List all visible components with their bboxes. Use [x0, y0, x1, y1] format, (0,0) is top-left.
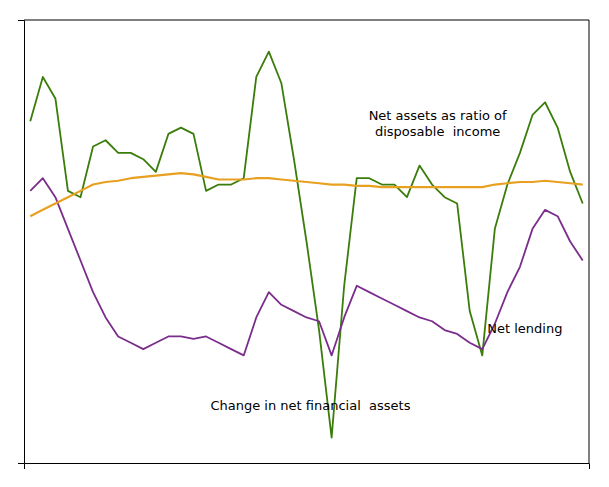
- frame-right: [589, 20, 590, 463]
- annotation-line: Net lending: [487, 321, 562, 336]
- series-line: [30, 173, 582, 216]
- annotation-line: disposable income: [375, 124, 500, 139]
- plot: Net assets as ratio ofdisposable incomeN…: [18, 20, 590, 469]
- x-axis-line: [25, 464, 590, 470]
- chart: Net assets as ratio ofdisposable incomeN…: [0, 0, 609, 487]
- annotation-line: Change in net financial assets: [210, 398, 410, 413]
- frame-top: [24, 20, 589, 21]
- annotations: Net assets as ratio ofdisposable incomeN…: [210, 108, 562, 413]
- y-axis-line: [18, 21, 25, 464]
- annotation: Net lending: [487, 321, 562, 336]
- x-axis: [25, 464, 590, 470]
- series-line: [30, 178, 582, 355]
- annotation-line: Net assets as ratio of: [369, 108, 507, 123]
- y-axis: [18, 21, 25, 464]
- series-line: [30, 52, 582, 438]
- annotation: Net assets as ratio ofdisposable income: [369, 108, 507, 139]
- annotation: Change in net financial assets: [210, 398, 410, 413]
- lines: [30, 52, 582, 438]
